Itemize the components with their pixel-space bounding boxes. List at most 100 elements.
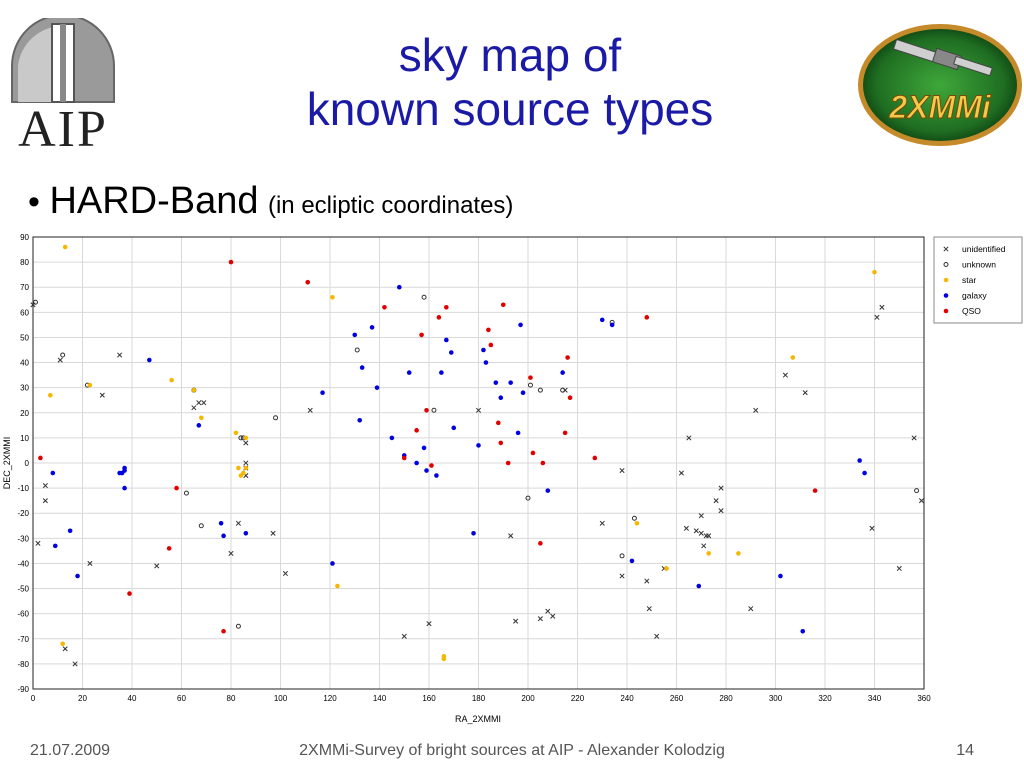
data-point — [508, 533, 514, 539]
data-point — [790, 355, 796, 360]
footer-center-text: 2XMMi-Survey of bright sources at AIP - … — [299, 742, 725, 759]
data-point — [713, 498, 719, 504]
data-point — [62, 244, 68, 250]
data-point — [307, 407, 313, 413]
slide-title-line2: known source types — [306, 83, 714, 135]
data-point — [127, 591, 132, 596]
data-point — [57, 357, 63, 363]
data-point — [918, 498, 925, 504]
bullet-dot: • — [28, 183, 40, 221]
2xmmi-logo-text: 2XMMi — [888, 89, 991, 125]
data-point — [505, 460, 511, 466]
footer-page-number: 14 — [956, 742, 974, 759]
data-point — [236, 465, 241, 471]
data-point — [87, 560, 93, 566]
x-tick-label: 320 — [818, 694, 832, 703]
x-tick-label: 40 — [128, 694, 137, 703]
data-point — [198, 523, 204, 529]
data-point — [330, 294, 335, 300]
data-point — [414, 460, 419, 466]
data-point — [122, 485, 127, 491]
data-point — [537, 616, 543, 622]
data-point — [686, 435, 692, 441]
data-point — [444, 305, 449, 310]
bullet-sub-text: (in ecliptic coordinates) — [267, 192, 514, 219]
data-point — [166, 546, 172, 551]
data-point — [483, 360, 489, 365]
data-point — [421, 294, 427, 300]
data-point — [914, 488, 920, 494]
data-point — [67, 528, 73, 534]
data-point — [782, 372, 788, 378]
series-galaxy — [50, 284, 867, 634]
y-tick-label: 70 — [20, 283, 29, 292]
series-qso — [38, 259, 818, 634]
x-tick-label: 100 — [274, 694, 288, 703]
data-point — [221, 628, 226, 634]
y-tick-label: 30 — [20, 384, 29, 393]
data-point — [397, 284, 402, 290]
legend: unidentified unknown star galaxy QSO — [933, 236, 1023, 324]
data-point — [401, 633, 407, 639]
slide-title-line1: sky map of — [398, 29, 622, 81]
data-point — [38, 455, 43, 461]
data-point — [235, 623, 241, 629]
data-point — [424, 407, 429, 413]
data-point — [169, 377, 174, 383]
data-point — [698, 530, 704, 536]
data-point — [500, 302, 506, 308]
data-point — [609, 322, 615, 328]
data-point — [562, 430, 568, 436]
data-point — [191, 405, 197, 411]
data-point — [530, 450, 536, 456]
data-point — [481, 347, 486, 353]
y-tick-label: -60 — [17, 610, 29, 619]
data-point — [48, 392, 53, 398]
data-point — [270, 530, 276, 536]
data-point — [874, 314, 880, 320]
satellite-icon — [892, 38, 993, 77]
data-point — [538, 541, 543, 546]
data-point — [243, 531, 249, 536]
data-point — [154, 563, 160, 569]
x-tick-label: 360 — [917, 694, 931, 703]
data-point — [592, 455, 598, 461]
data-point — [382, 305, 387, 310]
y-tick-label: 10 — [20, 434, 29, 443]
data-point — [196, 423, 202, 428]
data-point — [330, 561, 335, 566]
y-tick-label: -40 — [17, 559, 29, 568]
legend-marker — [943, 246, 949, 252]
data-point — [706, 533, 712, 539]
data-point — [718, 485, 724, 491]
x-tick-label: 260 — [670, 694, 684, 703]
series-unknown — [32, 294, 920, 629]
legend-marker — [943, 293, 949, 298]
bullet-item: • HARD-Band (in ecliptic coordinates) — [28, 180, 513, 223]
data-point — [414, 428, 419, 433]
data-point — [879, 304, 885, 310]
data-point — [619, 553, 625, 559]
data-point — [273, 415, 279, 421]
tick-labels: 0 20 40 60 80 100 120 140 160 180 200 220 240 260 280 3… — [17, 233, 931, 703]
data-point — [436, 315, 442, 320]
data-point — [335, 583, 340, 589]
data-point — [644, 315, 650, 320]
data-point — [196, 400, 202, 406]
data-point — [243, 465, 249, 471]
data-point — [218, 520, 224, 526]
data-point — [238, 435, 244, 441]
data-point — [515, 430, 521, 436]
data-point — [567, 395, 573, 401]
y-axis-label: DEC_2XMMI — [2, 437, 12, 490]
data-point — [228, 259, 234, 265]
data-point — [896, 565, 902, 572]
data-point — [706, 551, 711, 556]
data-point — [233, 430, 239, 436]
y-tick-label: 20 — [20, 409, 29, 418]
data-point — [305, 279, 311, 285]
data-point — [199, 415, 204, 421]
data-point — [520, 390, 526, 395]
data-point — [75, 573, 80, 579]
data-point — [678, 470, 685, 476]
